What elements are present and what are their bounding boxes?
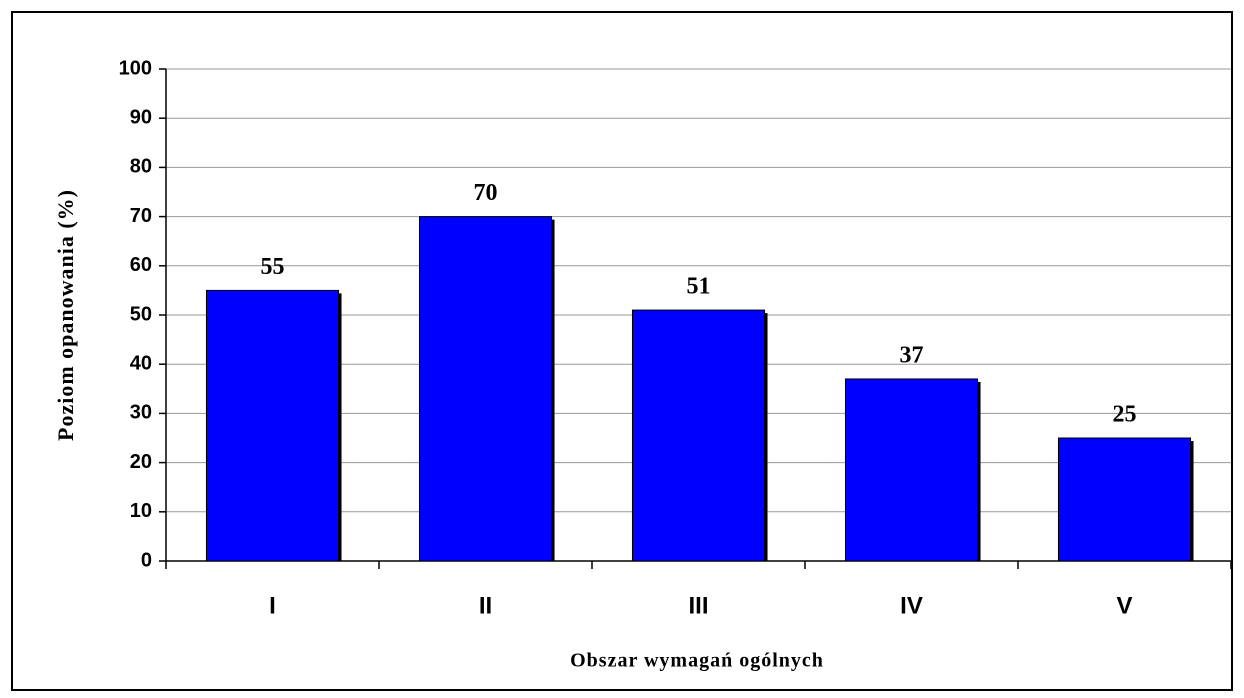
bar (418, 216, 553, 562)
y-tick-label: 60 (130, 254, 152, 276)
y-tick-label: 70 (130, 205, 152, 227)
y-tick-label: 20 (130, 451, 152, 473)
x-tick-label: V (1116, 592, 1132, 619)
data-label: 37 (900, 342, 924, 368)
bar (1057, 437, 1192, 562)
data-label: 25 (1113, 402, 1137, 428)
y-tick-label: 100 (119, 57, 152, 79)
y-tick-label: 0 (141, 549, 152, 571)
y-tick-label: 10 (130, 500, 152, 522)
x-tick-label: III (688, 592, 708, 619)
x-tick-label: II (479, 592, 492, 619)
y-tick-label: 80 (130, 156, 152, 178)
x-tick-label: IV (900, 592, 923, 619)
x-tick-label: I (269, 592, 276, 619)
y-tick-label: 40 (130, 352, 152, 374)
chart-frame (11, 11, 1233, 691)
y-tick-label: 30 (130, 402, 152, 424)
data-label: 55 (261, 254, 285, 280)
x-axis-label: Obszar wymagań ogólnych (570, 650, 824, 672)
bar (631, 309, 766, 562)
data-label: 51 (687, 274, 711, 300)
y-tick-label: 50 (130, 303, 152, 325)
bar (205, 289, 340, 562)
y-tick-label: 90 (130, 106, 152, 128)
data-label: 70 (474, 180, 498, 206)
bar (844, 378, 979, 562)
y-axis-label: Poziom opanowania (%) (53, 189, 78, 441)
